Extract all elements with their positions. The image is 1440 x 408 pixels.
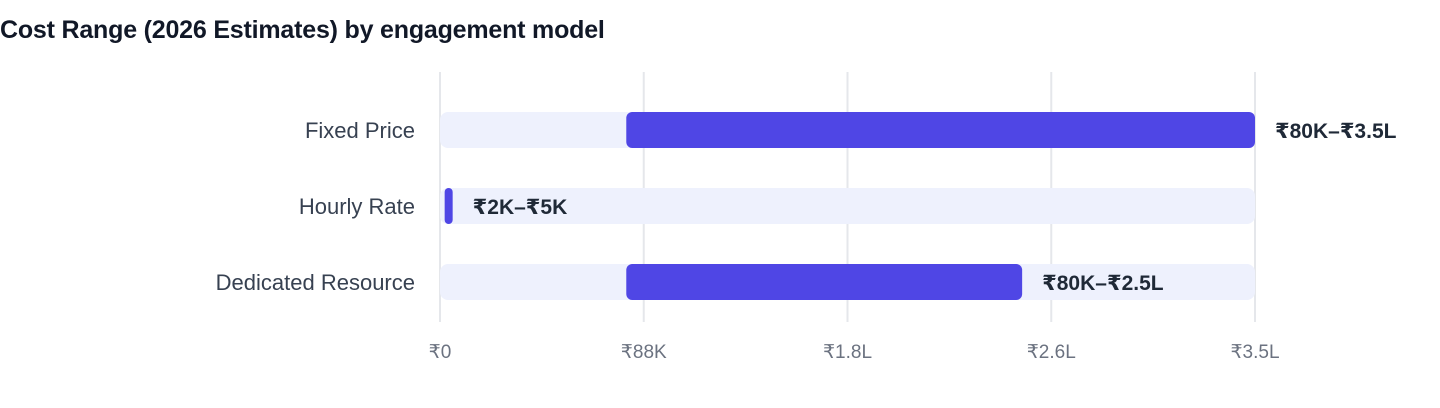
category-label: Dedicated Resource: [216, 270, 415, 295]
range-value-label: ₹80K–₹2.5L: [1042, 272, 1164, 295]
category-label: Fixed Price: [305, 118, 415, 143]
category-labels: Fixed Price Hourly Rate Dedicated Resource: [216, 118, 415, 295]
x-axis-tick-labels: ₹0 ₹88K ₹1.8L ₹2.6L ₹3.5L: [429, 342, 1280, 363]
range-bar[interactable]: [444, 188, 453, 224]
range-bar[interactable]: [626, 112, 1255, 148]
range-value-label: ₹80K–₹3.5L: [1275, 120, 1397, 143]
range-value-label: ₹2K–₹5K: [473, 196, 568, 219]
value-labels: ₹80K–₹3.5L ₹2K–₹5K ₹80K–₹2.5L: [473, 120, 1397, 295]
range-bars: [444, 112, 1255, 300]
x-tick-label: ₹88K: [621, 342, 667, 363]
x-tick-label: ₹2.6L: [1027, 342, 1076, 363]
chart-title: Cost Range (2026 Estimates) by engagemen…: [0, 16, 605, 44]
x-tick-label: ₹1.8L: [823, 342, 872, 363]
x-tick-label: ₹3.5L: [1230, 342, 1279, 363]
range-bar[interactable]: [626, 264, 1023, 300]
bar-track: [440, 188, 1255, 224]
category-label: Hourly Rate: [299, 194, 415, 219]
x-tick-label: ₹0: [429, 342, 452, 363]
